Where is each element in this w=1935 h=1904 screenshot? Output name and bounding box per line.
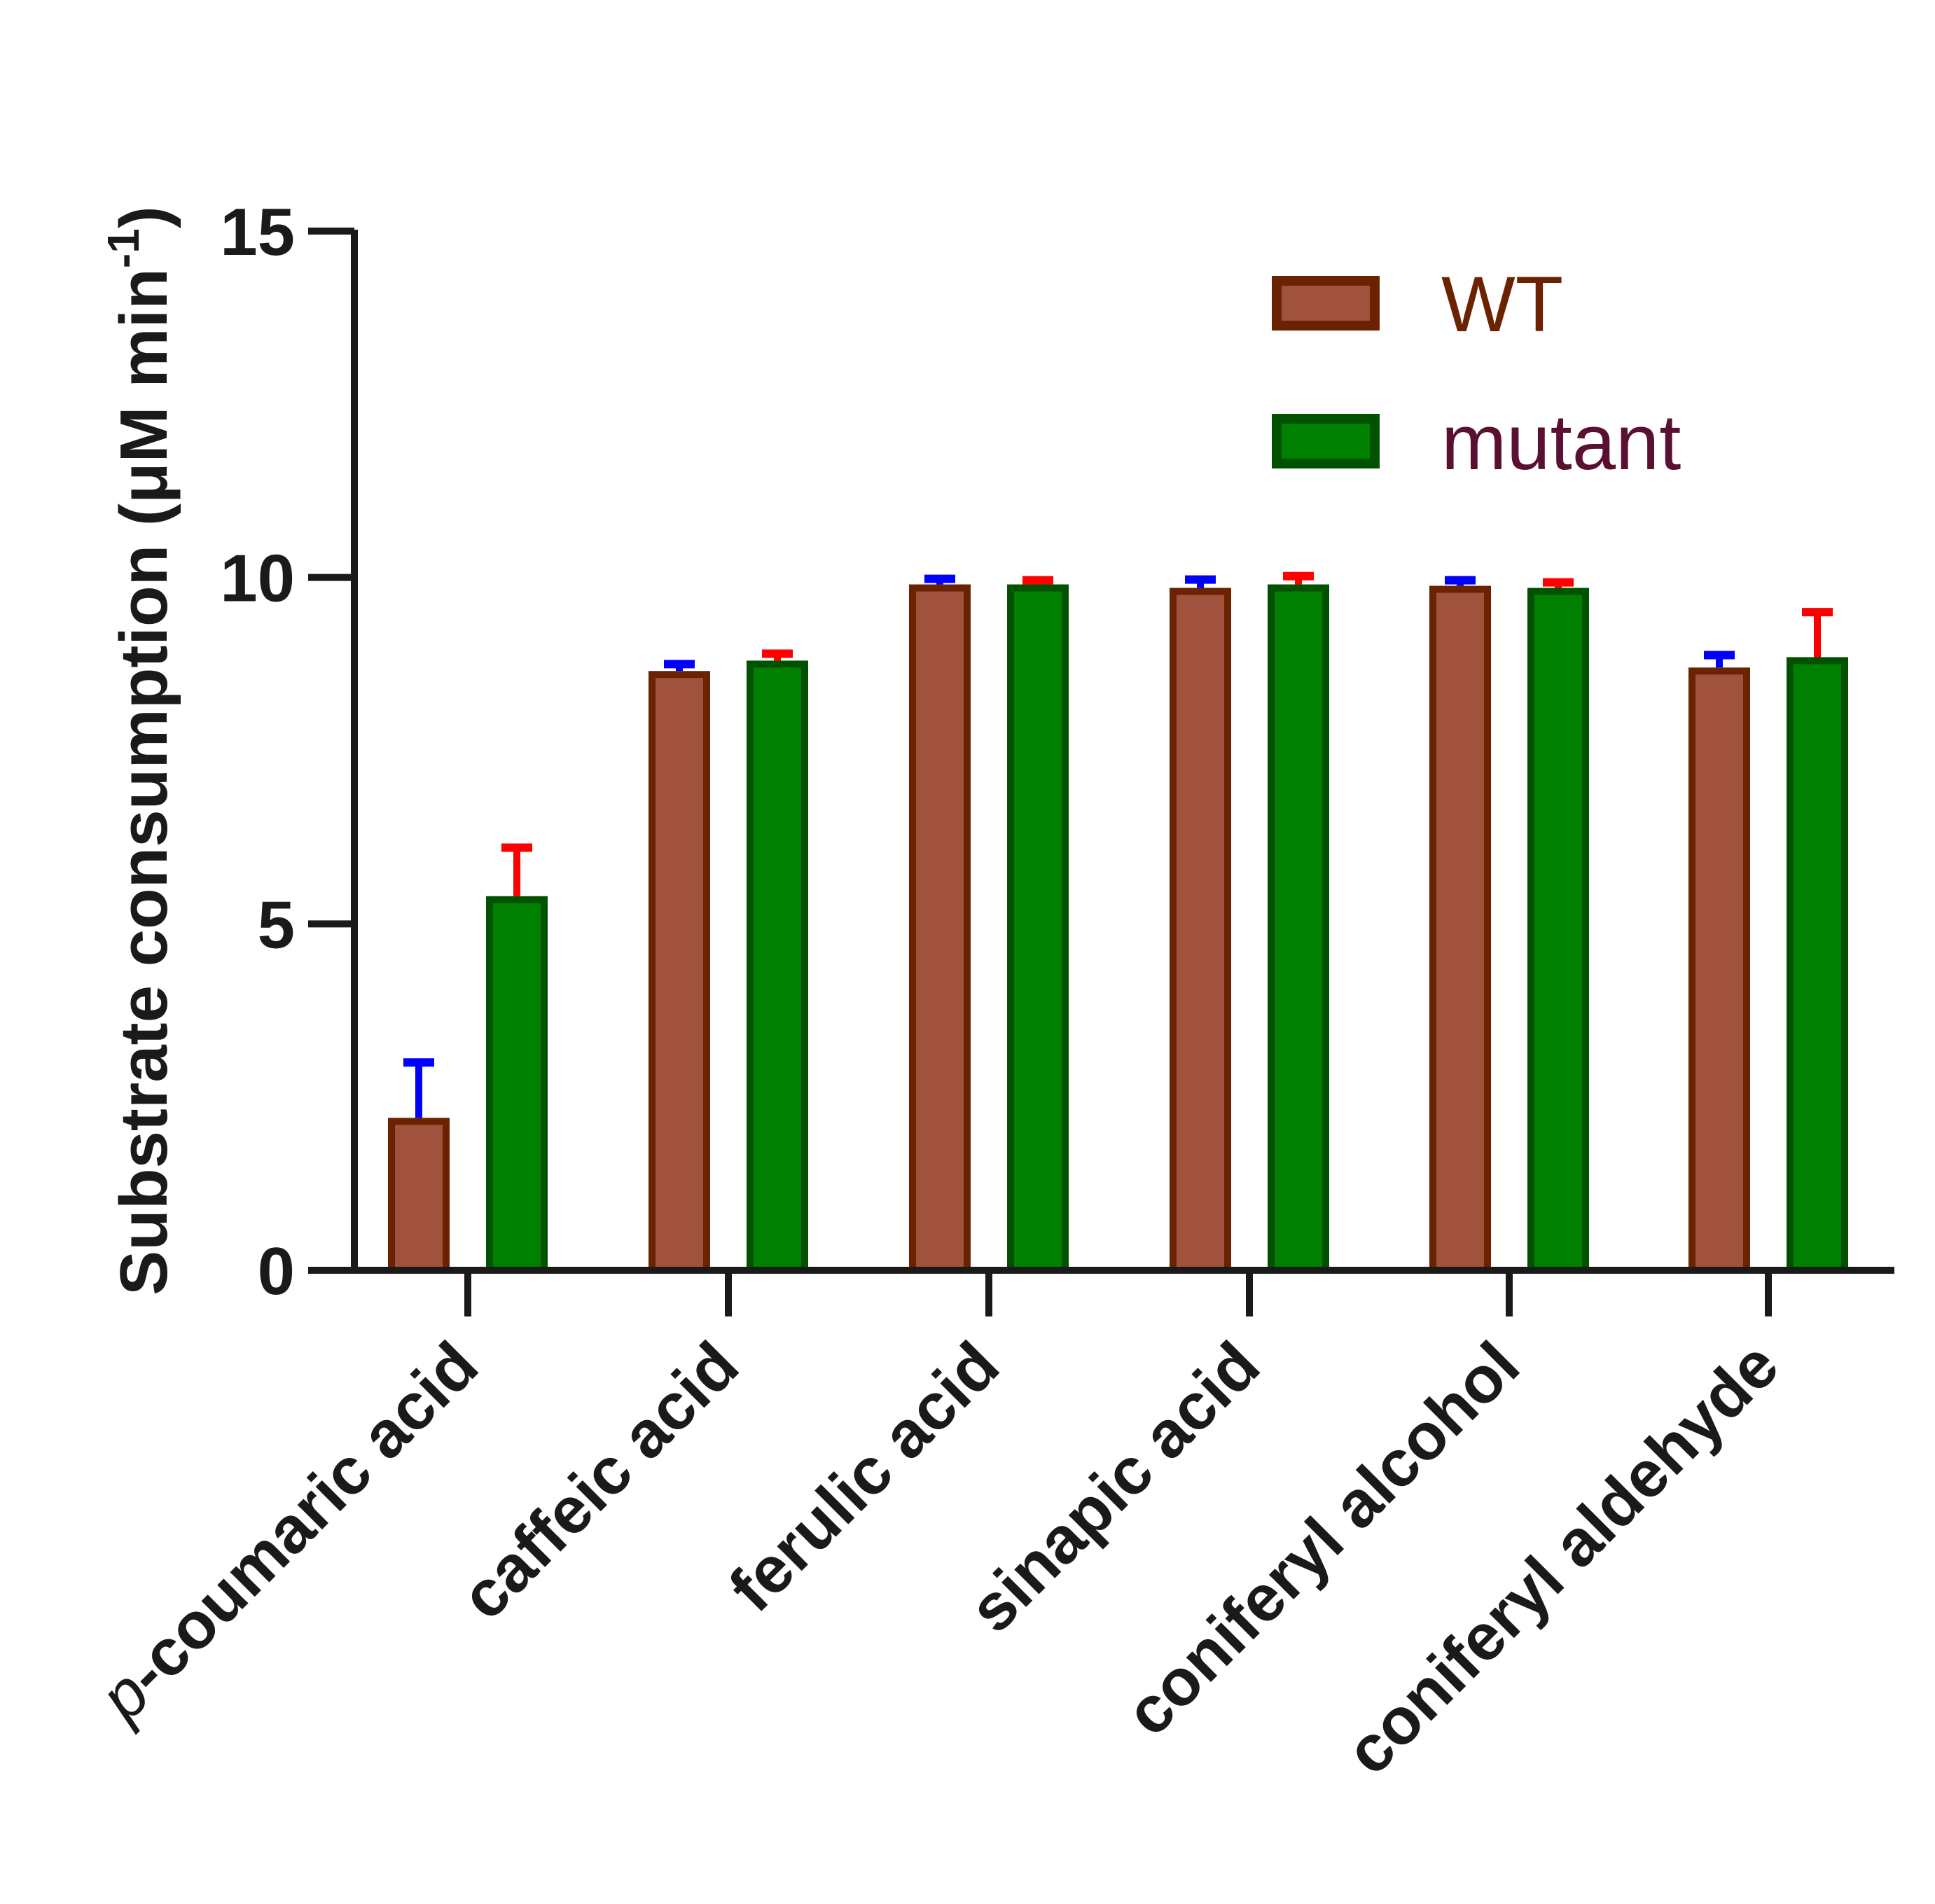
y-tick-label-1: 5 <box>258 887 295 962</box>
x-category-label-1: caffeic acid <box>447 1328 752 1633</box>
y-tick-label-2: 10 <box>220 541 295 616</box>
legend-swatch-mutant <box>1272 414 1380 468</box>
y-axis-title: Substrate consumption (μM min-1) <box>98 206 181 1295</box>
legend: WT mutant <box>1272 260 1681 486</box>
bars-layer <box>388 571 1848 1274</box>
bar-mutant-2 <box>1007 584 1069 1274</box>
axes-layer <box>308 228 1894 1316</box>
bar-WT-3 <box>1170 588 1231 1274</box>
y-tick-label-3: 15 <box>220 195 295 270</box>
y-tick-label-0: 0 <box>258 1234 295 1309</box>
bar-WT-2 <box>909 584 971 1274</box>
bar-WT-0 <box>388 1118 450 1274</box>
x-category-label-5: coniferyl aldehyde <box>1331 1328 1792 1788</box>
bar-WT-5 <box>1688 667 1750 1274</box>
bar-mutant-0 <box>486 896 548 1274</box>
legend-label-mutant: mutant <box>1441 398 1681 486</box>
bar-WT-4 <box>1429 585 1491 1274</box>
bar-mutant-1 <box>747 660 808 1274</box>
bar-mutant-4 <box>1527 588 1589 1274</box>
bar-mutant-5 <box>1787 657 1848 1274</box>
legend-label-WT: WT <box>1441 260 1563 348</box>
bar-mutant-3 <box>1268 584 1329 1274</box>
legend-swatch-WT <box>1272 276 1380 331</box>
bar-WT-1 <box>649 671 710 1274</box>
x-category-label-0: p-coumaric acid <box>84 1328 492 1735</box>
